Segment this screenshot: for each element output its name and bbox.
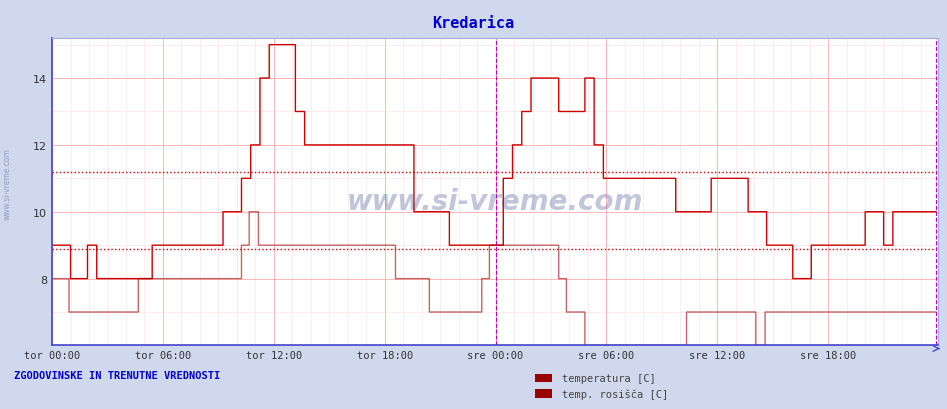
Text: temperatura [C]: temperatura [C] — [562, 373, 655, 383]
Text: Kredarica: Kredarica — [433, 16, 514, 31]
Text: www.si-vreme.com: www.si-vreme.com — [3, 148, 12, 220]
Text: www.si-vreme.com: www.si-vreme.com — [347, 187, 643, 216]
Text: ZGODOVINSKE IN TRENUTNE VREDNOSTI: ZGODOVINSKE IN TRENUTNE VREDNOSTI — [14, 370, 221, 380]
Text: temp. rosišča [C]: temp. rosišča [C] — [562, 388, 668, 399]
